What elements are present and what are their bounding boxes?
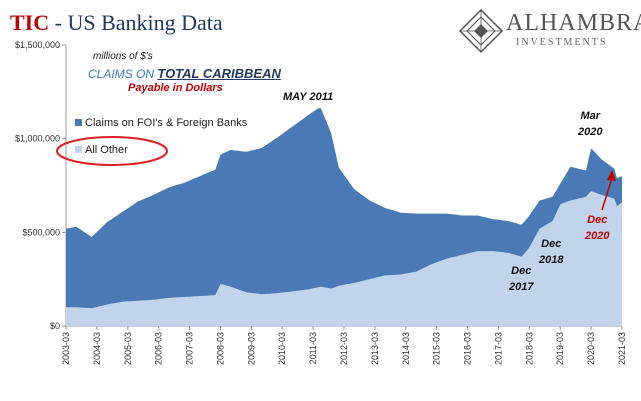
- legend-item-fois: Claims on FOI's & Foreign Banks: [75, 117, 247, 129]
- callout-dec-2020: Dec 2020: [585, 212, 609, 244]
- callout-dec-2018-line1: Dec: [541, 238, 562, 250]
- subtitle-main: TOTAL CARIBBEAN: [157, 66, 281, 81]
- logo-subtitle: INVESTMENTS: [516, 37, 608, 48]
- legend-item-other: All Other: [75, 144, 128, 156]
- x-tick-label: 2021-03: [617, 332, 627, 365]
- x-tick-label: 2012-03: [339, 332, 349, 365]
- callout-mar-2020-line1: Mar: [580, 110, 601, 122]
- subtitle-prefix: CLAIMS ON: [88, 67, 158, 81]
- x-tick-label: 2011-03: [308, 332, 318, 364]
- title-rest: - US Banking Data: [49, 10, 223, 35]
- callout-dec-2017-line2: 2017: [509, 281, 534, 293]
- x-tick-label: 2017-03: [493, 332, 503, 365]
- title-tic: TIC: [10, 10, 50, 35]
- logo-name: ALHAMBRA: [506, 10, 641, 36]
- subtitle-payable: Payable in Dollars: [128, 82, 223, 94]
- callout-dec-2017: Dec 2017: [509, 263, 533, 295]
- x-tick-label: 2009-03: [246, 332, 256, 365]
- legend-swatch-other: [75, 146, 82, 153]
- callout-dec-2018-line2: 2018: [539, 254, 564, 266]
- tick-labels-group: $0 $500,000 $1,000,000 $1,500,000 2003-03 200…: [15, 40, 627, 365]
- page-title: TIC - US Banking Data: [10, 10, 223, 36]
- legend-label-other: All Other: [85, 144, 128, 156]
- x-tick-label: 2013-03: [370, 332, 380, 365]
- y-tick-label: $500,000: [22, 227, 60, 237]
- callout-mar-2020-line2: 2020: [578, 126, 603, 138]
- callout-dec-2020-line2: 2020: [585, 230, 610, 242]
- x-tick-label: 2018-03: [524, 332, 534, 365]
- x-tick-label: 2016-03: [463, 332, 473, 365]
- callout-dec-2017-line1: Dec: [511, 265, 532, 277]
- highlight-ellipse: [56, 136, 168, 166]
- dec-2020-arrow: [601, 170, 616, 211]
- units-label: millions of $'s: [93, 51, 153, 62]
- x-tick-label: 2006-03: [154, 332, 164, 365]
- y-tick-label: $0: [50, 321, 60, 331]
- x-tick-label: 2010-03: [277, 332, 287, 365]
- x-tick-label: 2004-03: [92, 332, 102, 365]
- x-tick-label: 2005-03: [123, 332, 133, 365]
- x-tick-label: 2007-03: [185, 332, 195, 365]
- x-tick-label: 2020-03: [586, 332, 596, 365]
- legend-swatch-fois: [75, 119, 82, 126]
- x-tick-label: 2019-03: [555, 332, 565, 365]
- x-tick-label: 2014-03: [401, 332, 411, 365]
- callout-dec-2020-line1: Dec: [587, 214, 608, 226]
- callout-dec-2018: Dec 2018: [539, 236, 563, 268]
- x-tick-label: 2008-03: [215, 332, 225, 365]
- x-tick-label: 2015-03: [432, 332, 442, 365]
- diamond-logo-icon: [458, 8, 504, 54]
- callout-mar-2020: Mar 2020: [578, 108, 602, 140]
- x-tick-label: 2003-03: [61, 332, 71, 365]
- alhambra-logo: ALHAMBRA INVESTMENTS: [458, 8, 641, 54]
- legend-label-fois: Claims on FOI's & Foreign Banks: [85, 117, 248, 129]
- callout-may-2011: MAY 2011: [283, 91, 334, 103]
- y-tick-label: $1,500,000: [15, 40, 60, 50]
- y-tick-label: $1,000,000: [15, 134, 60, 144]
- area-all-other: [66, 191, 622, 326]
- chart-subtitle: CLAIMS ON TOTAL CARIBBEAN: [88, 66, 281, 81]
